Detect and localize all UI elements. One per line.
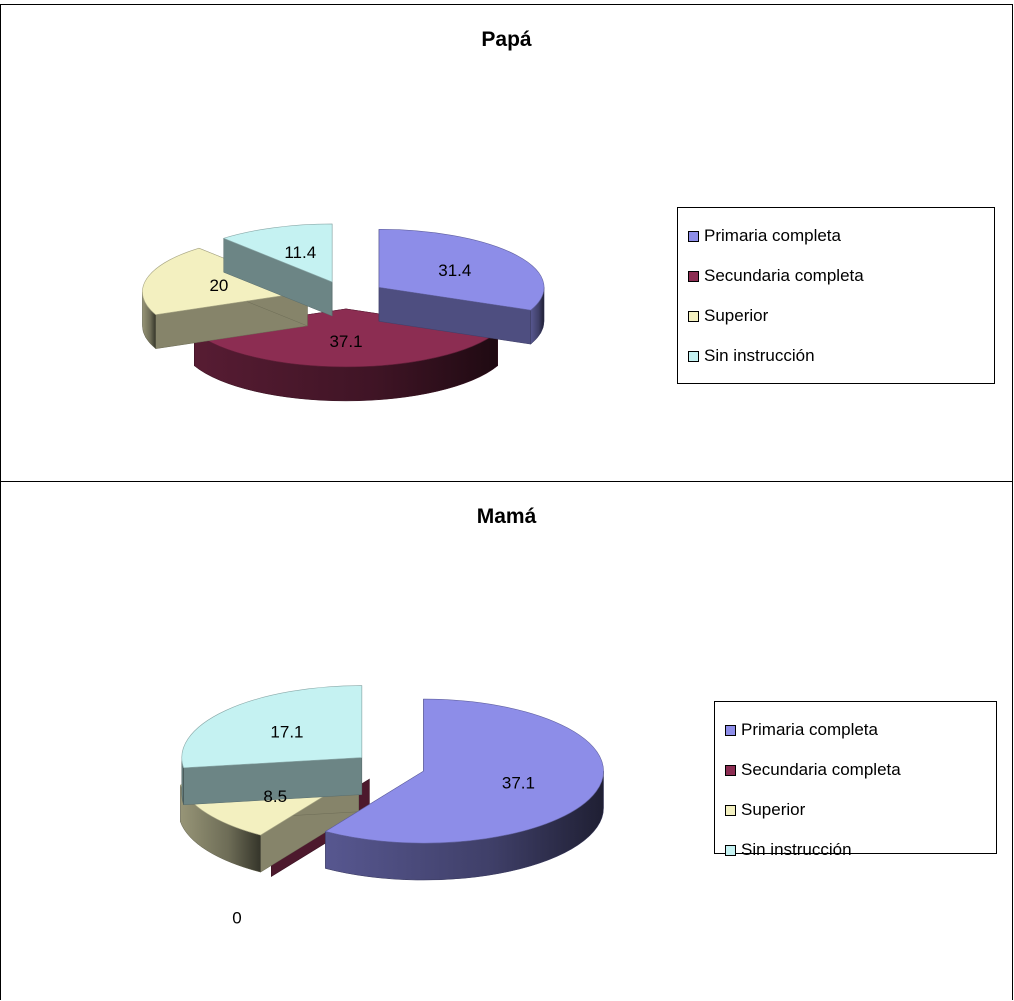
pie-slice-sin-instruccion xyxy=(181,685,363,806)
legend-item-superior: Superior xyxy=(688,296,994,336)
legend-label: Primaria completa xyxy=(741,720,878,739)
data-label-primaria-completa: 37.1 xyxy=(502,773,535,792)
legend-swatch xyxy=(725,724,736,736)
legend-swatch xyxy=(688,270,699,282)
legend-item-primaria-completa: Primaria completa xyxy=(688,216,994,256)
legend-swatch xyxy=(688,350,699,362)
legend-swatch xyxy=(688,310,699,322)
chart-papa: Papá 31.4 37.1 20 11.4 Primaria completa Sec… xyxy=(0,4,1013,482)
legend-swatch xyxy=(688,230,699,242)
data-label-superior: 8.5 xyxy=(263,787,287,806)
legend-swatch xyxy=(725,764,736,776)
legend-label: Primaria completa xyxy=(704,226,841,245)
pie-plot: 37.1 0 8.5 17.1 xyxy=(180,685,604,928)
pie-plot: 31.4 37.1 20 11.4 xyxy=(142,223,545,402)
data-label-primaria-completa: 31.4 xyxy=(438,261,471,280)
legend-swatch xyxy=(725,844,736,856)
legend-label: Superior xyxy=(704,306,769,325)
data-label-secundaria-completa: 0 xyxy=(232,909,241,928)
legend-label: Sin instrucción xyxy=(741,840,852,859)
legend-label: Secundaria completa xyxy=(741,760,901,779)
legend-item-secundaria-completa: Secundaria completa xyxy=(725,750,996,790)
legend: Primaria completa Secundaria completa Supe… xyxy=(714,701,997,859)
pie-slice-primaria-completa xyxy=(324,698,604,881)
pie-slice-primaria-completa xyxy=(378,229,545,345)
legend-item-sin-instruccion: Sin instrucción xyxy=(725,830,996,870)
chart-title: Papá xyxy=(481,28,532,51)
data-label-sin-instruccion: 11.4 xyxy=(284,243,316,262)
legend-item-superior: Superior xyxy=(725,790,996,830)
legend: Primaria completa Secundaria completa Supe… xyxy=(677,207,995,384)
pie-slice-sin-instruccion xyxy=(222,223,333,317)
legend-item-sin-instruccion: Sin instrucción xyxy=(688,336,994,376)
chart-mama: Mamá 37.1 0 8.5 17.1 Primaria completa Secun… xyxy=(0,481,1013,1000)
legend-item-secundaria-completa: Secundaria completa xyxy=(688,256,994,296)
legend-item-primaria-completa: Primaria completa xyxy=(725,710,996,750)
data-label-sin-instruccion: 17.1 xyxy=(270,723,303,742)
legend-label: Secundaria completa xyxy=(704,266,864,285)
legend-swatch xyxy=(725,804,736,816)
chart-title: Mamá xyxy=(476,505,537,528)
data-label-superior: 20 xyxy=(209,276,228,295)
legend-label: Sin instrucción xyxy=(704,346,815,365)
legend-label: Superior xyxy=(741,800,806,819)
data-label-secundaria-completa: 37.1 xyxy=(329,332,362,351)
